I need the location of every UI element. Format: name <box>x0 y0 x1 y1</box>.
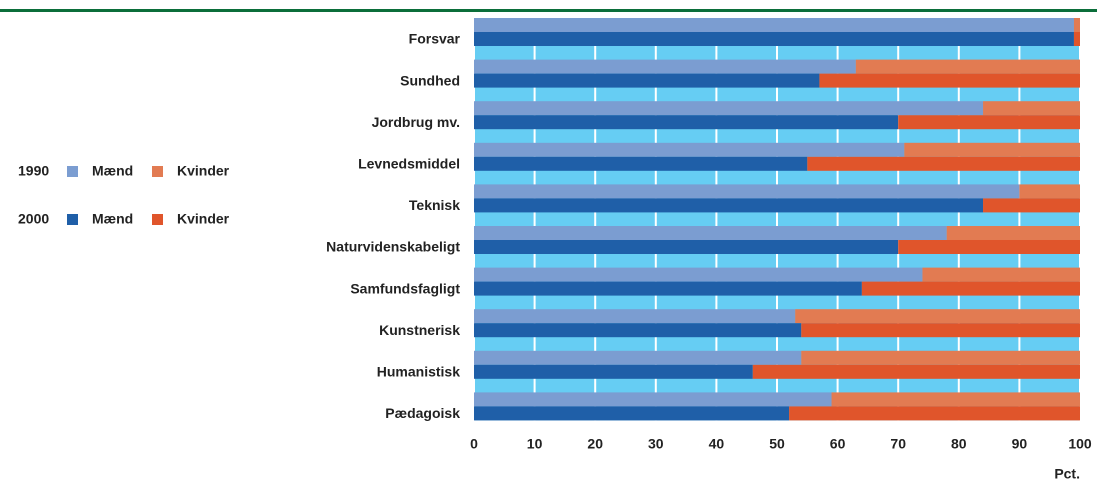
bar-segment <box>474 309 796 324</box>
bar-segment <box>474 240 899 254</box>
bar-segment <box>922 267 1080 282</box>
category-label: Forsvar <box>409 31 461 47</box>
legend-label: Mænd <box>92 163 133 179</box>
bar-segment <box>801 323 1080 338</box>
bar-segment <box>474 115 899 130</box>
bar-segment <box>474 406 790 421</box>
category-label: Levnedsmiddel <box>358 156 460 172</box>
bar-segment <box>474 364 753 379</box>
x-tick-label: 100 <box>1068 436 1092 452</box>
bar-segment <box>983 101 1080 116</box>
bar-segment <box>801 350 1080 365</box>
x-axis-label: Pct. <box>1054 466 1080 482</box>
bar-segment <box>474 156 808 171</box>
bar-segment <box>474 281 862 296</box>
bar-segment <box>789 406 1080 421</box>
x-tick-label: 0 <box>470 436 478 452</box>
legend-swatch <box>152 214 163 225</box>
bar-segment <box>474 350 802 365</box>
bar-segment <box>474 392 832 407</box>
bar-segment <box>474 184 1020 199</box>
bar-segment <box>983 198 1080 213</box>
bar-segment <box>819 73 1080 88</box>
legend-label: Mænd <box>92 211 133 227</box>
category-label: Naturvidenskabeligt <box>326 239 460 255</box>
category-label: Humanistisk <box>377 364 460 380</box>
bar-segment <box>1073 32 1080 46</box>
category-label: Jordbrug mv. <box>372 114 460 130</box>
bar-segment <box>474 59 856 74</box>
x-tick-label: 40 <box>709 436 725 452</box>
bar-segment <box>904 142 1080 157</box>
category-label: Sundhed <box>400 72 460 88</box>
legend-swatch <box>67 214 78 225</box>
legend-label: Kvinder <box>177 163 230 179</box>
bar-segment <box>898 240 1080 254</box>
bar-segment <box>946 226 1080 240</box>
x-tick-label: 50 <box>769 436 785 452</box>
legend-group-label: 1990 <box>18 163 49 179</box>
x-tick-label: 30 <box>648 436 664 452</box>
category-label: Teknisk <box>409 197 460 213</box>
legend-swatch <box>67 166 78 177</box>
bar-segment <box>474 226 947 240</box>
x-tick-label: 20 <box>587 436 603 452</box>
x-tick-label: 60 <box>830 436 846 452</box>
bar-segment <box>474 142 905 157</box>
bar-segment <box>831 392 1080 407</box>
bar-segment <box>474 73 820 88</box>
bar-segment <box>752 364 1080 379</box>
bar-segment <box>898 115 1080 130</box>
x-tick-label: 10 <box>527 436 543 452</box>
bar-segment <box>474 323 802 338</box>
category-label: Kunstnerisk <box>379 322 460 338</box>
bar-segment <box>474 18 1074 32</box>
bar-segment <box>807 156 1080 171</box>
top-rule <box>0 9 1097 12</box>
bar-segment <box>855 59 1080 74</box>
x-tick-label: 80 <box>951 436 967 452</box>
x-tick-label: 70 <box>890 436 906 452</box>
bar-segment <box>474 101 984 116</box>
bar-segment <box>1073 18 1080 32</box>
bar-segment <box>795 309 1080 324</box>
category-label: Pædagoisk <box>385 405 460 421</box>
bar-segment <box>861 281 1080 296</box>
bar-segment <box>474 198 984 213</box>
bar-segment <box>474 32 1074 46</box>
bar-segment <box>1019 184 1080 199</box>
legend-group-label: 2000 <box>18 211 49 227</box>
legend-label: Kvinder <box>177 211 230 227</box>
category-label: Samfundsfagligt <box>350 280 460 296</box>
legend-swatch <box>152 166 163 177</box>
x-tick-label: 90 <box>1012 436 1028 452</box>
bar-segment <box>474 267 923 282</box>
